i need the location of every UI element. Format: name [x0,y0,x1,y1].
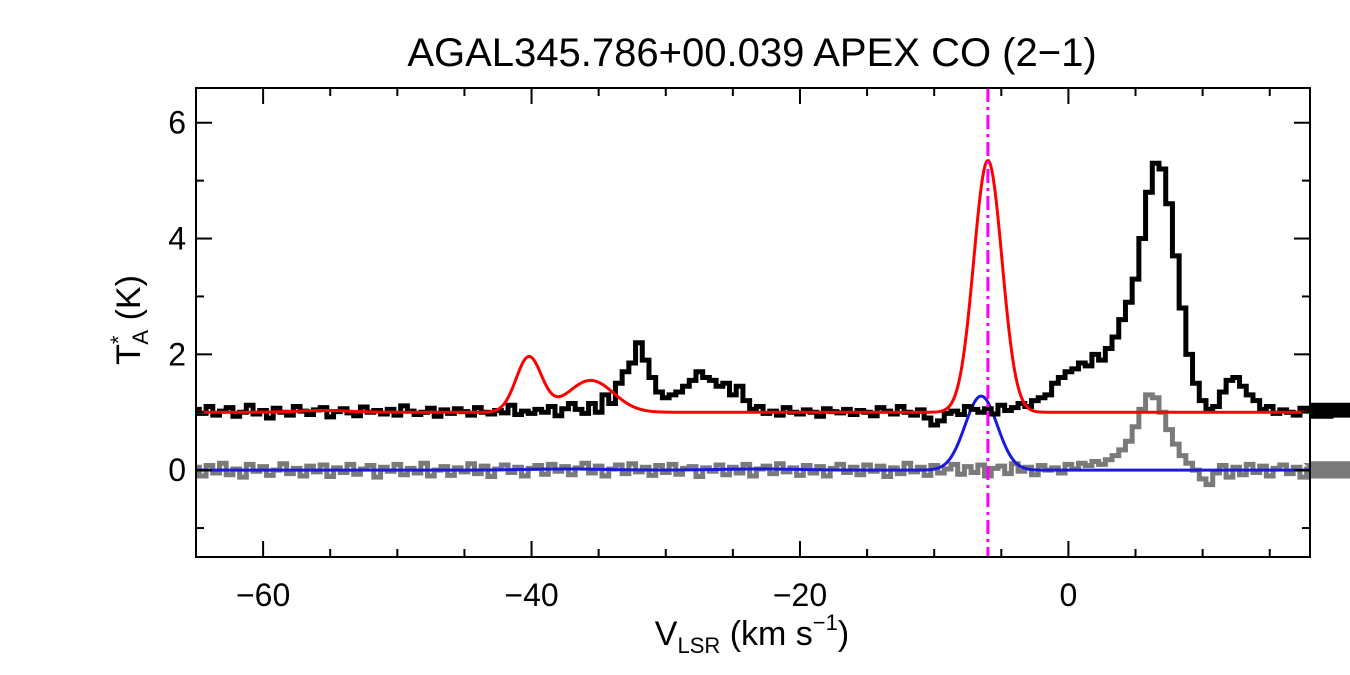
x-label-unit-superscript: −1 [813,610,838,635]
y-label-subscript: A [128,330,153,345]
ticks-layer: −60 −40 −20 0 0 2 4 6 [168,88,1310,613]
x-tick-label: 0 [1060,577,1078,613]
x-label-main: V [655,615,678,653]
x-axis-label: VLSR (km s−1) [655,610,849,658]
x-label-subscript: LSR [677,633,720,658]
x-tick-label: −60 [236,577,290,613]
x-label-unit-close: ) [838,615,849,653]
spectrum-step-line-1 [196,160,1350,428]
plot-frame [195,87,1311,558]
spectrum-step-line-2 [196,392,1350,488]
y-label-main: T [110,344,148,365]
series-layer [196,158,1350,488]
y-tick-label: 0 [168,452,186,488]
y-tick-label: 4 [168,221,186,257]
x-tick-label: −20 [773,577,827,613]
y-label-superscript: * [106,335,131,344]
gaussian-fit-line-3 [196,158,1310,414]
x-tick-label: −40 [504,577,558,613]
y-tick-label: 2 [168,336,186,372]
gaussian-fit-line-4 [196,394,1310,472]
chart-title: AGAL345.786+00.039 APEX CO (2−1) [407,31,1096,75]
y-axis-label: T*A (K) [106,275,153,365]
x-label-unit-open: (km s [720,615,813,653]
y-tick-label: 6 [168,105,186,141]
y-label-unit: (K) [110,275,148,330]
